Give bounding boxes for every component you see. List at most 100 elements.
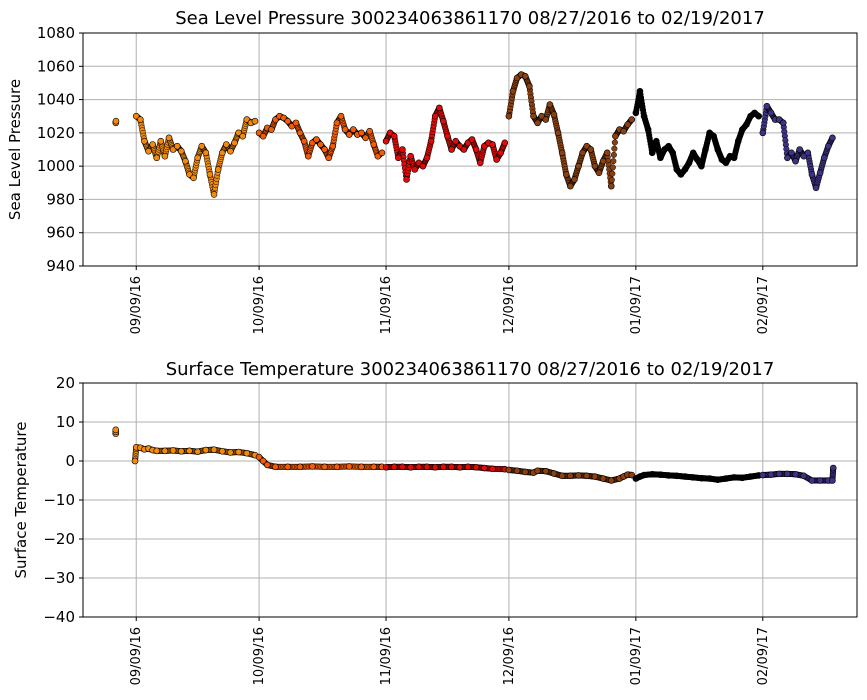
- data-point: [800, 472, 808, 480]
- data-point: [214, 166, 222, 173]
- data-point: [677, 171, 685, 178]
- sea-level-pressure-ytick-label: 1020: [37, 124, 75, 142]
- data-point: [554, 129, 562, 137]
- data-point: [210, 446, 218, 453]
- data-point: [341, 126, 349, 133]
- data-point: [112, 426, 120, 434]
- data-point: [657, 471, 664, 478]
- data-point: [304, 152, 312, 160]
- data-point: [607, 477, 615, 484]
- data-point: [194, 448, 201, 455]
- data-point: [382, 463, 390, 471]
- sea-level-pressure-ytick-label: 980: [46, 190, 75, 208]
- surface-temperature-xtick-label: 09/09/16: [129, 627, 144, 685]
- data-point: [763, 102, 771, 110]
- sea-level-pressure-marks: [112, 71, 836, 198]
- data-point: [358, 463, 365, 471]
- data-point: [812, 184, 820, 192]
- data-point: [775, 470, 783, 478]
- data-point: [706, 475, 713, 482]
- data-point: [640, 471, 648, 479]
- data-point: [603, 149, 611, 157]
- data-point: [177, 447, 185, 455]
- data-point: [648, 149, 656, 157]
- data-point: [448, 146, 455, 153]
- data-point: [223, 141, 230, 148]
- data-point: [390, 132, 398, 140]
- surface-temperature-ytick-label: −10: [43, 491, 75, 509]
- sea-level-pressure-xtick-label: 12/09/16: [502, 276, 517, 334]
- data-point: [714, 476, 722, 484]
- trail-dot: [611, 145, 618, 152]
- data-point: [747, 473, 754, 480]
- data-point: [296, 129, 304, 137]
- data-point: [255, 453, 263, 461]
- data-point: [448, 463, 455, 471]
- data-point: [755, 112, 763, 120]
- data-point: [313, 136, 320, 143]
- data-point: [161, 152, 169, 160]
- data-point: [673, 472, 681, 480]
- data-point: [685, 159, 693, 167]
- sea-level-pressure-ytick-label: 960: [46, 224, 75, 242]
- data-point: [419, 162, 427, 170]
- data-point: [112, 117, 120, 125]
- data-point: [505, 112, 513, 120]
- data-point: [460, 146, 468, 153]
- trail-dot: [611, 139, 618, 146]
- data-point: [272, 463, 279, 471]
- surface-temperature-xtick-label: 12/09/16: [502, 627, 517, 685]
- data-point: [734, 137, 742, 145]
- data-point: [476, 159, 484, 167]
- data-point: [509, 87, 517, 95]
- data-point: [534, 467, 541, 475]
- data-point: [808, 477, 816, 484]
- data-point: [317, 141, 324, 148]
- data-point: [689, 149, 697, 157]
- data-point: [743, 121, 750, 128]
- data-point: [407, 152, 414, 160]
- trail-dot: [609, 170, 616, 177]
- data-point: [423, 463, 431, 471]
- data-point: [411, 166, 419, 173]
- data-point: [227, 449, 234, 456]
- data-point: [599, 475, 607, 482]
- data-point: [378, 149, 386, 157]
- data-point: [472, 463, 480, 471]
- data-point: [550, 111, 558, 118]
- data-point: [182, 157, 189, 165]
- data-point: [567, 182, 574, 190]
- surface-temperature-ytick-label: −40: [43, 608, 75, 626]
- data-point: [366, 127, 373, 135]
- sea-level-pressure-title: Sea Level Pressure 300234063861170 08/27…: [175, 8, 765, 29]
- data-point: [562, 171, 570, 178]
- data-point: [698, 162, 705, 170]
- surface-temperature-ticks: −40 −30 −20 −10 0 10 20 09/09/16 10/09/16 11/09/1…: [43, 374, 770, 685]
- data-point: [395, 154, 402, 162]
- data-point: [796, 146, 803, 153]
- data-point: [243, 449, 251, 457]
- sea-level-pressure-grid: [83, 32, 857, 267]
- sea-level-pressure-ytick-label: 1040: [37, 91, 75, 109]
- data-point: [165, 134, 173, 142]
- data-point: [218, 447, 226, 455]
- data-point: [300, 137, 308, 145]
- data-point: [239, 132, 247, 140]
- data-point: [137, 116, 144, 123]
- sea-level-pressure-xtick-label: 11/09/16: [379, 276, 394, 334]
- data-point: [829, 464, 837, 472]
- sea-level-pressure-plot-frame: [82, 32, 858, 267]
- data-point: [567, 472, 574, 480]
- data-point: [722, 159, 730, 167]
- data-point: [698, 474, 705, 482]
- data-point: [259, 132, 267, 140]
- data-point: [210, 191, 218, 198]
- data-point: [575, 472, 582, 479]
- data-point: [681, 166, 689, 173]
- data-point: [440, 463, 447, 471]
- data-point: [333, 119, 341, 127]
- data-point: [759, 471, 767, 479]
- data-point: [345, 131, 353, 138]
- surface-temperature-ytick-label: 10: [56, 413, 75, 431]
